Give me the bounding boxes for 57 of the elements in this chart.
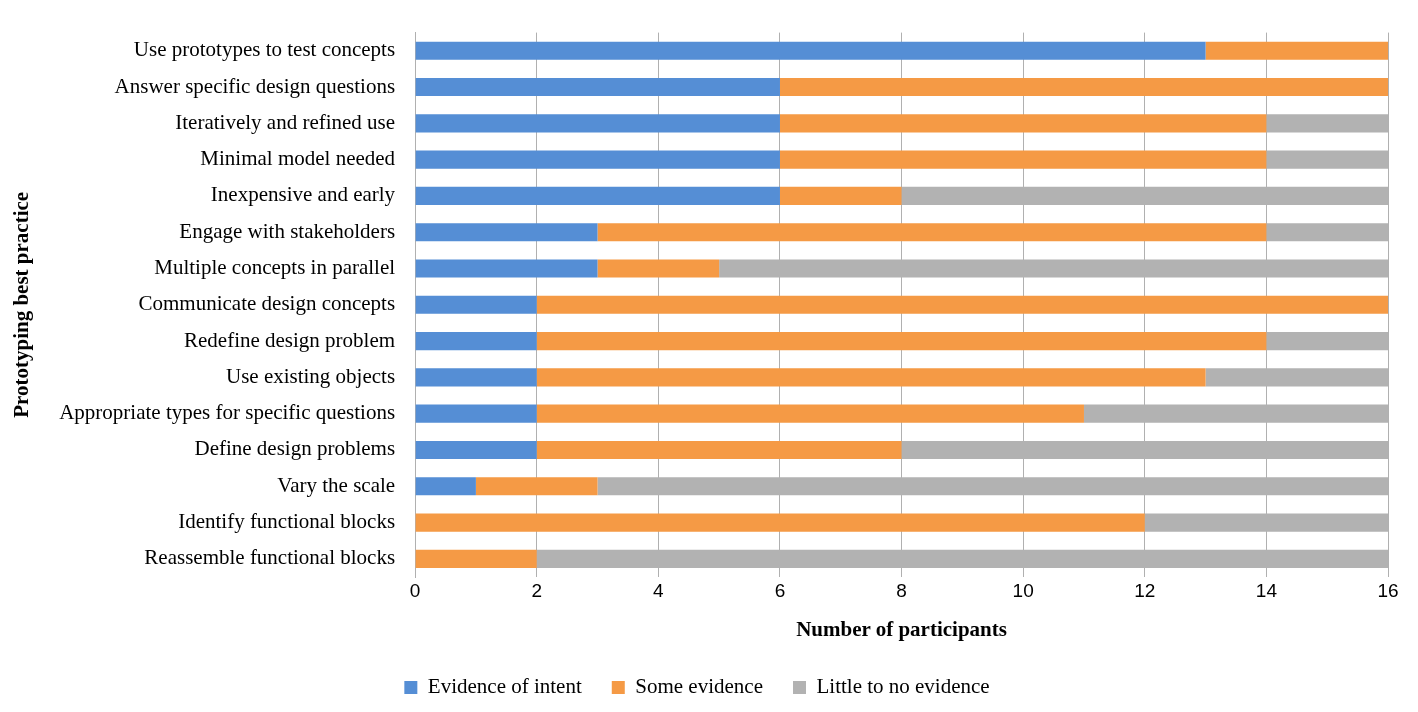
bar xyxy=(536,440,902,460)
bar xyxy=(415,77,780,97)
bar xyxy=(415,368,537,387)
bar xyxy=(415,259,598,278)
bar xyxy=(536,404,1084,423)
y-tick-label: Appropriate types for specific questions xyxy=(59,400,396,425)
y-tick-label: Identify functional blocks xyxy=(178,509,396,534)
y-axis-title: Prototyping best practice xyxy=(9,191,34,418)
x-axis-title: Number of participants xyxy=(796,616,1007,641)
bar xyxy=(536,368,1206,387)
y-tick-label: Communicate design concepts xyxy=(138,291,396,316)
bar xyxy=(415,513,1145,532)
bar xyxy=(779,114,1267,133)
y-tick-label: Iteratively and refined use xyxy=(175,109,396,134)
bar xyxy=(536,295,1388,314)
bar xyxy=(415,440,537,460)
x-tick-label: 16 xyxy=(1377,579,1399,601)
x-tick-label: 6 xyxy=(774,579,786,601)
bar xyxy=(779,77,1388,97)
x-tick-label: 0 xyxy=(409,579,421,601)
y-tick-label: Inexpensive and early xyxy=(210,182,396,207)
bar xyxy=(415,223,598,242)
x-tick-label: 2 xyxy=(531,579,543,601)
bar xyxy=(415,404,537,423)
x-tick-label: 12 xyxy=(1134,579,1156,601)
y-tick-label: Answer specific design questions xyxy=(114,73,396,98)
y-tick-label: Minimal model needed xyxy=(200,146,396,171)
bar xyxy=(415,477,476,496)
y-tick-label: Multiple concepts in parallel xyxy=(154,255,396,280)
bar xyxy=(415,186,780,205)
y-tick-label: Redefine design problem xyxy=(184,327,396,352)
y-tick-label: Reassemble functional blocks xyxy=(144,545,396,570)
y-tick-label: Vary the scale xyxy=(277,472,396,497)
legend-label: Little to no evidence xyxy=(816,674,990,699)
bar xyxy=(415,549,537,568)
bar xyxy=(779,150,1267,169)
y-tick-label: Use prototypes to test concepts xyxy=(133,37,396,62)
x-tick-label: 10 xyxy=(1012,579,1034,601)
x-tick-label: 8 xyxy=(896,579,907,601)
y-tick-label: Define design problems xyxy=(194,436,396,461)
x-tick-label: 4 xyxy=(653,579,665,601)
bar xyxy=(597,223,1267,242)
bar xyxy=(475,477,598,496)
bar xyxy=(1205,41,1388,60)
bar xyxy=(779,186,902,205)
bar xyxy=(415,150,780,169)
y-tick-label: Use existing objects xyxy=(225,363,396,388)
bar xyxy=(415,114,780,133)
legend-label: Some evidence xyxy=(635,674,763,699)
bar xyxy=(415,41,1206,60)
bar xyxy=(536,332,1267,351)
bar xyxy=(415,295,537,314)
legend-label: Evidence of intent xyxy=(427,674,582,699)
bar xyxy=(597,259,720,278)
x-tick-label: 14 xyxy=(1255,579,1278,601)
bar xyxy=(415,332,537,351)
y-tick-label: Engage with stakeholders xyxy=(179,218,396,243)
